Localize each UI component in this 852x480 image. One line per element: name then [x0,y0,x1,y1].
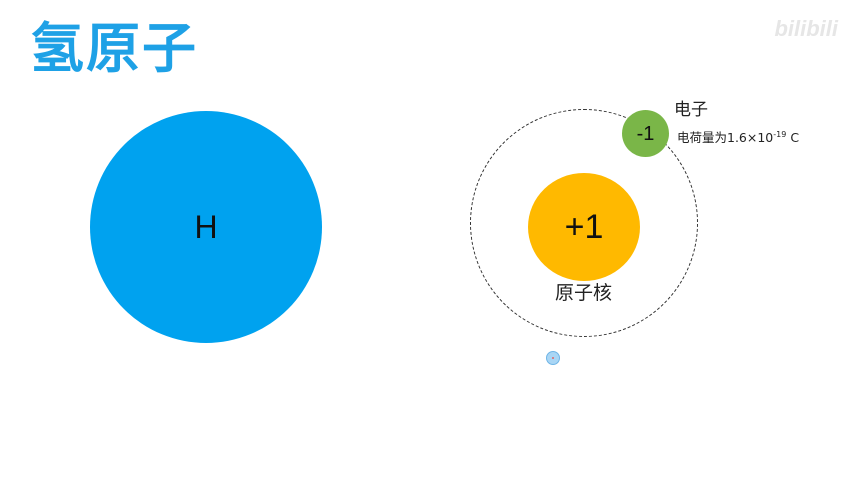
electron-charge: -1 [636,122,655,145]
bilibili-watermark: bilibili [774,16,838,41]
electron-circle: -1 [622,110,669,157]
nucleus-circle: +1 [528,173,640,281]
page-title: 氢原子 [30,17,198,80]
nucleus-charge: +1 [564,208,604,246]
nucleus-label: 原子核 [555,282,613,304]
electron-charge-description: 电荷量为1.6×10-19 C [677,128,799,148]
charge-prefix: 电荷量为1.6×10 [677,130,774,145]
electron-label: 电子 [674,100,708,120]
electron-orbit [470,109,698,337]
charge-exponent: -19 [773,130,787,139]
atom-symbol: H [194,209,218,245]
pointer-cursor-icon [546,351,560,365]
charge-unit: C [786,130,800,145]
hydrogen-atom-circle: H [90,111,322,343]
